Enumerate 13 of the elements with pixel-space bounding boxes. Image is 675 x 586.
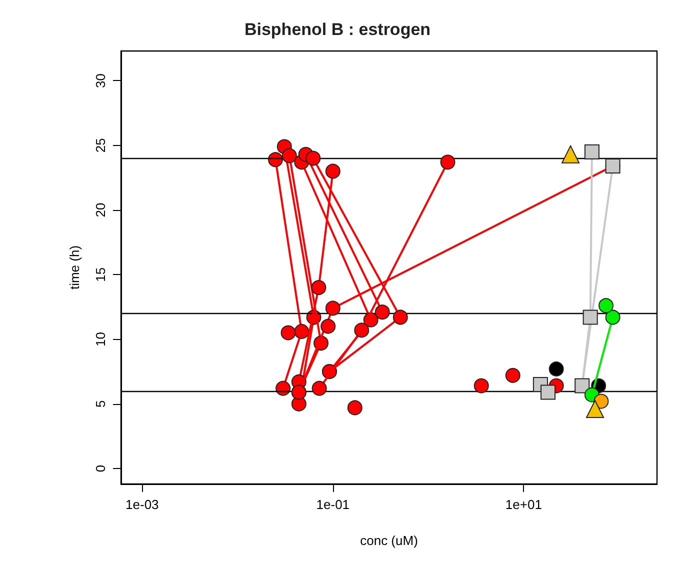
y-tick-label: 15 [93, 267, 108, 282]
x-tick-label: 1e-01 [316, 497, 350, 512]
x-tick-label: 1e-03 [126, 497, 159, 512]
y-tick-label: 30 [93, 73, 108, 88]
y-axis-title: time (h) [67, 245, 82, 290]
y-tick-label: 0 [93, 464, 108, 472]
y-tick-label: 25 [93, 138, 108, 153]
y-tick-label: 10 [93, 332, 108, 346]
chart-title: Bisphenol B : estrogen [244, 20, 431, 39]
x-tick-label: 1e+01 [505, 497, 542, 512]
y-tick-label: 20 [93, 202, 108, 218]
x-axis-title: conc (uM) [360, 533, 418, 548]
y-tick-label: 5 [93, 400, 108, 408]
